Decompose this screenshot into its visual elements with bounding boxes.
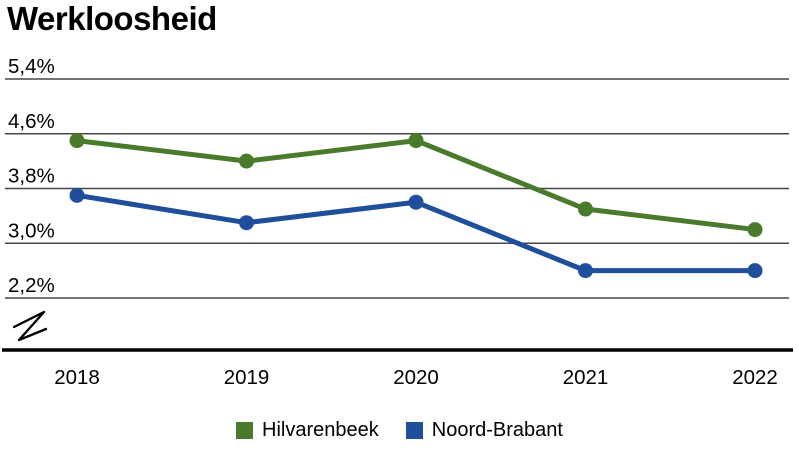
legend-swatch-hilvarenbeek xyxy=(236,421,254,439)
legend-label-noord-brabant: Noord-Brabant xyxy=(431,419,563,441)
data-point-noord-brabant-2021 xyxy=(578,263,593,279)
legend-item-hilvarenbeek: Hilvarenbeek xyxy=(236,420,379,440)
x-tick-label: 2019 xyxy=(224,366,270,389)
data-point-noord-brabant-2019 xyxy=(239,215,254,231)
data-point-hilvarenbeek-2022 xyxy=(747,222,763,238)
data-point-noord-brabant-2020 xyxy=(408,194,424,210)
series-line-hilvarenbeek xyxy=(74,138,758,233)
x-tick-label: 2018 xyxy=(54,366,100,389)
data-point-noord-brabant-2018 xyxy=(69,187,85,203)
y-tick-label: 4,6% xyxy=(8,110,55,133)
data-point-hilvarenbeek-2019 xyxy=(239,153,254,169)
data-point-hilvarenbeek-2021 xyxy=(578,201,593,217)
x-tick-label: 2021 xyxy=(563,366,609,389)
y-tick-label: 3,8% xyxy=(8,165,55,188)
legend: Hilvarenbeek Noord-Brabant xyxy=(0,420,799,440)
data-point-noord-brabant-2022 xyxy=(747,263,763,279)
y-tick-label: 5,4% xyxy=(8,55,55,78)
legend-label-hilvarenbeek: Hilvarenbeek xyxy=(262,419,379,441)
data-point-hilvarenbeek-2018 xyxy=(69,133,85,149)
legend-swatch-noord-brabant xyxy=(405,421,423,439)
x-tick-label: 2022 xyxy=(732,366,778,389)
chart-title: Werkloosheid xyxy=(7,0,217,37)
y-tick-label: 2,2% xyxy=(8,274,55,297)
x-tick-label: 2020 xyxy=(393,366,439,389)
data-point-hilvarenbeek-2020 xyxy=(408,133,424,149)
y-tick-label: 3,0% xyxy=(8,219,55,242)
axis-break-icon xyxy=(12,310,48,342)
legend-item-noord-brabant: Noord-Brabant xyxy=(405,419,563,441)
